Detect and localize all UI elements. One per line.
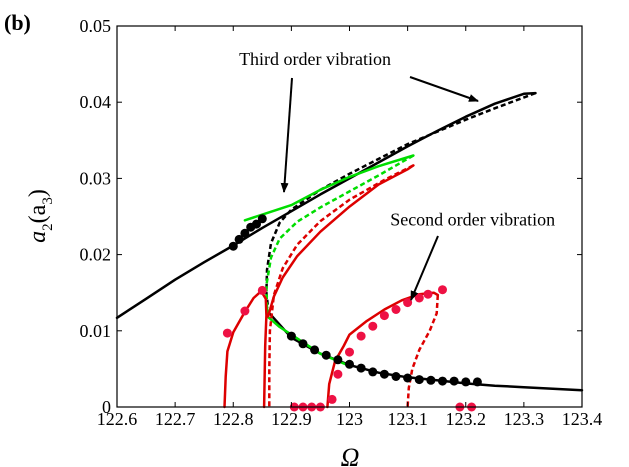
data-point-1 (414, 293, 424, 303)
data-point-0 (356, 363, 366, 373)
data-point-0 (234, 234, 244, 244)
data-point-1 (438, 285, 447, 295)
series-line-0 (115, 91, 537, 320)
data-point-1 (379, 311, 389, 321)
series-line-6 (266, 164, 415, 318)
annotations: Third order vibration Second order vibrat… (239, 49, 555, 230)
data-point-1 (257, 285, 267, 295)
y-label-main: a (25, 231, 51, 243)
data-point-0 (472, 377, 482, 387)
y-label-sub2: 3 (40, 197, 56, 205)
data-point-0 (414, 375, 424, 385)
data-point-0 (461, 377, 471, 387)
panel-label: (b) (4, 10, 31, 35)
data-point-0 (321, 350, 331, 360)
data-point-0 (438, 376, 447, 386)
x-axis: 122.6 122.7 122.8 122.9 123 123.1 123.2 123.3 12… (97, 26, 603, 429)
y-label-sub1: 2 (40, 223, 56, 231)
series-line-10 (406, 294, 440, 408)
data-point-0 (379, 369, 389, 379)
third-order-arrow-2 (409, 76, 479, 102)
x-tick-label: 122.8 (213, 409, 254, 429)
data-point-0 (257, 214, 267, 224)
data-point-0 (403, 373, 413, 383)
data-point-1 (327, 394, 337, 404)
third-order-arrow-1 (280, 77, 293, 193)
x-tick-label: 123 (336, 409, 363, 429)
y-tick-label: 0.05 (80, 16, 112, 36)
y-label-mid: (a (25, 204, 51, 223)
x-axis-label: Ω (341, 443, 360, 467)
y-label-end: ) (25, 189, 51, 197)
x-tick-label: 122.9 (271, 409, 312, 429)
data-point-0 (345, 359, 354, 369)
y-tick-label: 0.02 (80, 245, 112, 265)
x-tick-label: 122.7 (155, 409, 196, 429)
data-point-1 (356, 331, 366, 341)
data-point-1 (333, 369, 343, 379)
data-point-0 (286, 331, 296, 341)
series-line-7 (268, 164, 414, 407)
data-point-0 (368, 367, 378, 377)
data-point-1 (222, 328, 232, 338)
y-axis: 0 0.01 0.02 0.03 0.04 0.05 (80, 16, 582, 417)
annotation-label-0: Third order vibration (239, 49, 391, 69)
data-point-0 (449, 376, 459, 386)
y-tick-label: 0.01 (80, 321, 112, 341)
x-tick-label: 123.2 (446, 409, 487, 429)
x-tick-label: 123.4 (562, 409, 603, 429)
y-tick-label: 0 (102, 397, 111, 417)
series-line-4 (265, 154, 415, 308)
series-line-3 (243, 154, 415, 222)
data-point-0 (240, 228, 250, 238)
data-point-0 (228, 241, 238, 251)
x-tick-label: 123.1 (387, 409, 428, 429)
data-point-1 (423, 289, 433, 299)
data-point-1 (403, 298, 413, 308)
x-tick-label: 123.3 (504, 409, 545, 429)
y-axis-label: a2(a3) (25, 189, 56, 243)
data-point-0 (426, 375, 436, 385)
y-tick-label: 0.03 (80, 168, 112, 188)
annotation-label-1: Second order vibration (390, 210, 555, 230)
series-line-9 (326, 291, 440, 409)
data-point-1 (345, 347, 354, 357)
data-point-0 (391, 372, 401, 381)
data-point-0 (310, 345, 320, 355)
series-line-8 (223, 289, 268, 409)
y-tick-label: 0.04 (80, 92, 112, 112)
second-order-arrow (410, 235, 439, 301)
series-line-1 (265, 91, 536, 309)
x-tick-label: 122.6 (97, 409, 138, 429)
data-point-0 (298, 339, 308, 349)
data-point-1 (391, 305, 401, 314)
data-point-0 (252, 219, 261, 229)
plot-area (115, 91, 584, 412)
data-point-1 (240, 306, 250, 316)
data-point-1 (368, 321, 378, 331)
data-point-0 (333, 355, 343, 365)
